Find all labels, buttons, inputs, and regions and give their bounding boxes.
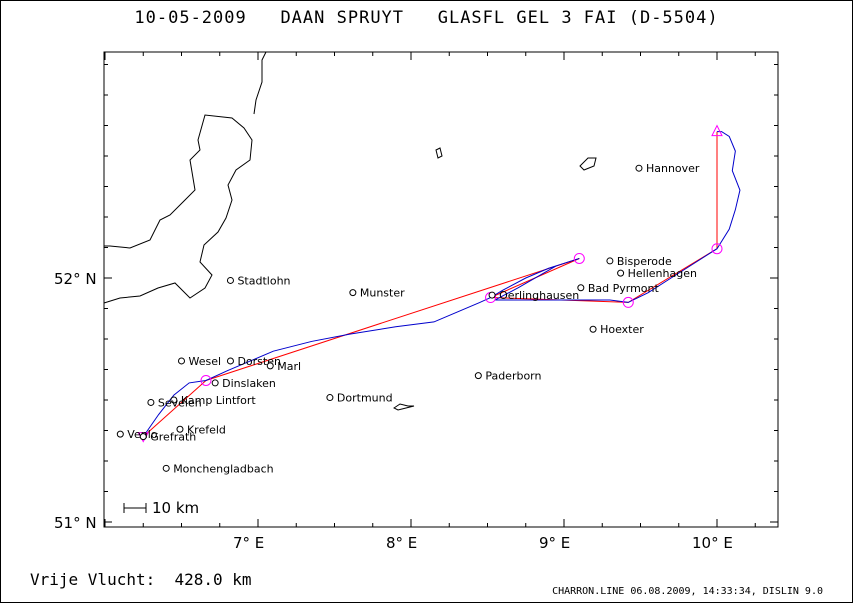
finish-marker (711, 124, 723, 137)
place-marker (326, 394, 334, 402)
place-marker (577, 284, 585, 292)
place-marker (474, 372, 482, 380)
place-label: Grefrath (150, 431, 196, 444)
place-label: Marl (277, 360, 301, 373)
place-marker (266, 362, 274, 370)
lat-label: 52° N (54, 270, 97, 288)
place-label: Dinslaken (222, 377, 276, 390)
place-label: Wesel (189, 355, 222, 368)
place-marker (617, 269, 625, 277)
lake-shape (579, 157, 597, 171)
place-label: Krefeld (187, 423, 226, 436)
place-label: Kamp Lintfort (181, 394, 257, 407)
place-marker (147, 398, 155, 406)
flight-track (142, 131, 741, 437)
place-marker (116, 430, 124, 438)
place-label: Bad Pyrmont (588, 282, 660, 295)
lon-label: 7° E (233, 534, 264, 552)
place-marker (170, 396, 178, 404)
place-label: Dortmund (337, 392, 393, 405)
place-marker (635, 164, 643, 172)
credits-label: CHARRON.LINE 06.08.2009, 14:33:34, DISLI… (552, 586, 823, 597)
scale-bar-label: 10 km (152, 499, 199, 517)
place-marker (488, 291, 496, 299)
place-marker (589, 325, 597, 333)
axis-ticks (104, 52, 778, 527)
place-label: Sevelen (158, 396, 202, 409)
place-label: Dorsten (237, 355, 281, 368)
place-marker (226, 276, 234, 284)
axis-labels: 52° N 51° N 7° E 8° E 9° E 10° E (54, 270, 733, 552)
place-marker (606, 257, 614, 265)
place-label: Paderborn (485, 370, 541, 383)
place-marker (139, 433, 147, 441)
plot-border (103, 51, 779, 528)
place-label: Hoexter (600, 323, 644, 336)
country-border (103, 114, 253, 304)
place-marker (178, 357, 185, 365)
page-title: 10-05-2009 DAAN SPRUYT GLASFL GEL 3 FAI … (134, 8, 719, 28)
turnpoint-marker (622, 296, 634, 308)
country-border-north (253, 51, 267, 115)
lon-label: 9° E (539, 534, 570, 552)
lon-label: 8° E (386, 534, 417, 552)
lake-shape (393, 403, 415, 411)
turnpoint-marker (573, 252, 585, 264)
place-label: Stadtlohn (237, 274, 290, 287)
lon-label: 10° E (692, 534, 733, 552)
place-marker (162, 464, 170, 472)
place-label: Hannover (646, 162, 700, 175)
scale-bar: 10 km (123, 499, 199, 517)
lake-shape (435, 147, 443, 159)
turnpoint-marker (200, 374, 212, 386)
turnpoint-marker (711, 243, 723, 255)
place-label: Monchengladbach (173, 462, 273, 475)
place-marker (211, 379, 219, 387)
place-marker (176, 425, 184, 433)
place-marker (349, 289, 357, 297)
place-label: Munster (360, 287, 405, 300)
distance-label: Vrije Vlucht: 428.0 km (30, 570, 252, 589)
place-marker (226, 357, 234, 365)
place-label: Hellenhagen (628, 267, 697, 280)
place-label: Bisperode (617, 255, 672, 268)
lat-label: 51° N (54, 514, 97, 532)
place-label: Oerlinghausen (499, 289, 579, 302)
